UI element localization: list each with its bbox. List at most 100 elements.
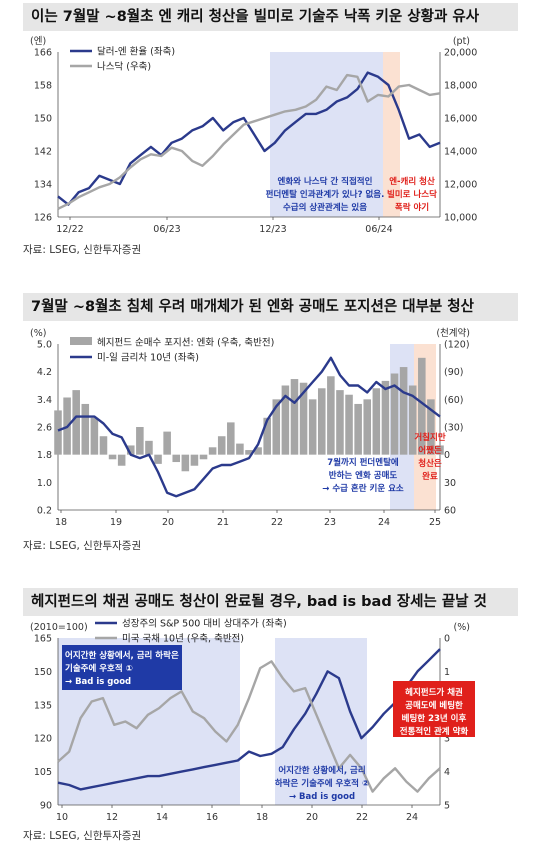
chart-1: (엔) (pt) 166 158 150 142 134 126 20,000 18,000 16,… [30,36,477,235]
x-tick-label: 19 [110,517,122,528]
x-tick-label: 14 [156,812,168,823]
legend-label-1: 미-일 금리차 10년 (좌축) [97,352,199,364]
left-tick-label: 135 [34,700,52,711]
series-0-bar [308,399,317,455]
left-tick-label: 158 [34,81,52,92]
legend-label-1: 나스닥 (우축) [97,62,151,73]
series-0-bar [299,382,308,455]
series-0-line [57,71,441,206]
series-0-bar [336,390,344,455]
left-tick-label: 120 [34,734,52,745]
left-tick-label: 4.2 [37,367,52,378]
series-0-bar [145,440,153,455]
right-tick-label: (90) [444,367,464,378]
x-tick-label: 23 [324,517,336,528]
annotation-text-1: 어쨌든 [418,445,442,456]
right-tick-label: 16,000 [444,114,477,125]
series-0-bar [272,399,281,455]
series-0-bar [154,454,162,464]
left-tick-label: 3.4 [37,395,52,406]
right-tick-label: 12,000 [444,180,477,191]
series-0-bar [254,447,262,455]
right-unit-label: (%) [454,622,470,633]
right-tick-label: 30 [444,478,456,489]
x-tick-label: 20 [306,812,318,823]
x-tick-label: 22 [271,517,283,528]
x-tick-label: 16 [206,812,218,823]
series-0-bar [108,454,117,460]
legend-label-0: 헤지펀드 순매수 포지션: 엔화 (우축, 축반전) [97,337,274,349]
x-tick-label: 22 [356,812,368,823]
x-tick-label: 18 [55,517,67,528]
right-tick-label: 3 [444,734,450,745]
x-tick-label: 06/23 [153,224,180,235]
chart-2: (%) (천계약) 5.0 4.2 3.4 2.6 1.8 1.0 0.2 (120) (90) (6… [30,327,470,528]
x-tick-label: 12 [106,812,118,823]
x-tick-label: 25 [429,517,441,528]
x-tick-label: 20 [162,517,174,528]
series-0-bar [81,403,90,455]
left-tick-label: 150 [34,667,52,678]
left-tick-label: 5.0 [37,340,52,351]
series-0-bar [290,379,299,455]
series-0-bar [436,445,444,455]
annotation-text-0: → Bad is good [65,677,131,687]
series-0-bar [345,394,353,455]
annotation-text-0: 수급의 상관관계는 있음 [283,202,367,213]
panel-1-title: 이는 7월말 ~8월초 엔 캐리 청산을 빌미로 기술주 낙폭 키운 상황과 유… [23,3,518,31]
series-0-bar [190,454,199,466]
legend-label-0: 달러-엔 환율 (좌축) [97,46,175,58]
shade-region-1 [275,638,367,805]
right-tick-label: (30) [444,423,464,434]
left-tick-label: 166 [34,48,52,59]
series-0-bar [381,380,390,455]
series-1-line [57,660,441,793]
panel-1-source: 자료: LSEG, 신한투자증권 [23,244,142,256]
annotation-text-2: 베팅한 23년 이후 [402,713,467,724]
series-0-bar [72,390,80,455]
left-tick-label: 1.0 [37,478,52,489]
left-unit-label: (%) [30,328,46,339]
series-0-bar [354,403,362,455]
series-0-bar [126,445,135,455]
left-tick-label: 105 [34,767,52,778]
series-0-bar [363,399,372,455]
panel-3-source: 자료: LSEG, 신한투자증권 [23,830,142,842]
series-1-line [57,73,441,210]
left-tick-label: 150 [34,114,52,125]
series-0-bar [99,436,108,455]
series-0-bar [427,399,435,455]
series-0-bar [408,385,417,455]
panel-2-source: 자료: LSEG, 신한투자증권 [23,540,142,552]
left-tick-label: 2.6 [37,423,52,434]
annotation-text-0: 반하는 엔화 공매도 [329,470,398,481]
annotation-text-2: 공매도에 베팅한 [405,700,463,711]
right-tick-label: 14,000 [444,147,477,158]
right-unit-label: (pt) [453,36,470,47]
annotation-text-0: 엔화와 나스닥 간 직접적인 [278,176,373,187]
series-0-bar [227,422,235,455]
series-0-bar [172,454,181,463]
annotation-text-0: 펀더멘탈 인과관계가 있나? 없음. [266,189,385,200]
legend-label-1: 미국 국채 10년 (우축, 축반전) [122,634,244,645]
x-tick-label: 21 [217,517,229,528]
series-0-bar [181,454,190,472]
annotation-text-1: → Bad is good [289,792,355,802]
series-0-bar [90,417,99,455]
annotation-text-1: 청산은 [418,458,442,469]
series-0-bar [317,388,326,455]
right-tick-label: 4 [444,767,450,778]
panel-3-title: 헤지펀드의 채권 공매도 청산이 완료될 경우, bad is bad 장세는 … [23,588,518,616]
x-tick-label: 10 [56,812,68,823]
series-0-bar [281,385,290,455]
x-tick-label: 24 [378,517,390,528]
right-tick-label: 1 [444,667,450,678]
series-1-line [57,356,441,498]
shade-region-1 [383,52,400,217]
annotation-text-1: 거칠지만 [414,432,445,443]
series-0-bar [136,427,144,455]
annotation-box-0 [62,645,182,690]
series-0-line [57,648,441,791]
left-tick-label: 165 [34,634,52,645]
annotation-text-2: 전통적인 관계 약화 [400,726,469,737]
